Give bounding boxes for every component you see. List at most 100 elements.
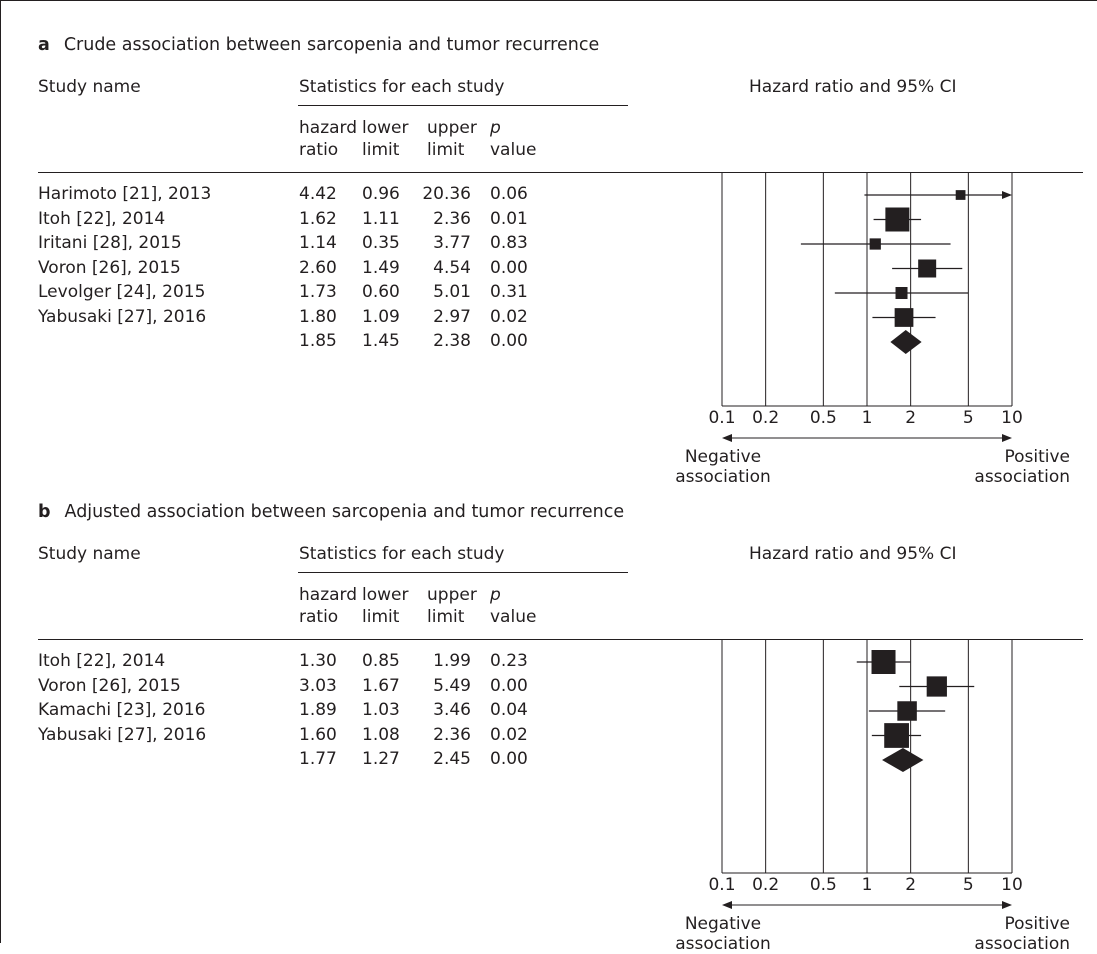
column-header-p: value	[490, 607, 537, 627]
forest-panel-b: b Adjusted association between sarcopenia…	[0, 467, 1097, 954]
column-header-p: p	[490, 118, 501, 138]
column-header-lower: lower	[362, 118, 409, 138]
hazard-ratio-value: 3.03	[299, 675, 337, 696]
hazard-ratio-marker	[897, 701, 917, 721]
summary-diamond	[890, 330, 922, 354]
panel-title: a Crude association between sarcopenia an…	[38, 35, 599, 55]
forest-plot	[721, 173, 1013, 442]
column-header-lower: lower	[362, 585, 409, 605]
lower-limit-value: 1.03	[362, 700, 400, 720]
positive-association-label: association	[974, 934, 1070, 954]
p-value: 0.02	[490, 724, 528, 745]
column-header-p: value	[490, 140, 537, 160]
positive-association-label: association	[974, 467, 1070, 487]
p-value: 0.23	[490, 651, 528, 671]
x-tick-label: 2	[905, 875, 917, 895]
lower-limit-value: 1.49	[362, 257, 400, 278]
column-header-hr: hazard	[299, 118, 358, 138]
hazard-ratio-value: 1.62	[299, 208, 337, 229]
column-header-hr: hazard	[299, 585, 358, 605]
forest-header: Hazard ratio and 95% CI	[749, 544, 957, 564]
hazard-ratio-value: 4.42	[299, 184, 337, 204]
study-name: Itoh [22], 2014	[38, 651, 166, 671]
ci-arrow	[1002, 191, 1012, 199]
panel-title-text: Crude association between sarcopenia and…	[63, 35, 600, 55]
study-name: Yabusaki [27], 2016	[38, 724, 207, 745]
lower-limit-value: 1.09	[362, 306, 400, 327]
study-name: Itoh [22], 2014	[38, 208, 166, 229]
x-tick-label: 0.2	[752, 875, 780, 895]
column-header-hr: ratio	[299, 607, 339, 627]
hazard-ratio-value: 1.80	[299, 306, 337, 327]
panel-letter: b	[38, 502, 51, 522]
forest-header: Hazard ratio and 95% CI	[749, 77, 957, 97]
study-name: Harimoto [21], 2013	[38, 184, 212, 204]
upper-limit-value: 4.54	[433, 257, 471, 278]
hazard-ratio-marker	[885, 207, 910, 232]
figure-border-left	[0, 0, 1, 943]
summary-upper-limit: 2.38	[433, 331, 471, 351]
x-tick-label: 5	[962, 875, 974, 895]
column-header-upper: limit	[427, 607, 465, 627]
p-value: 0.06	[490, 184, 528, 204]
lower-limit-value: 0.96	[362, 184, 400, 204]
x-tick-label: 10	[1001, 875, 1023, 895]
study-name: Voron [26], 2015	[38, 675, 181, 696]
study-name: Levolger [24], 2015	[38, 282, 206, 302]
negative-association-label: Negative	[684, 447, 762, 467]
p-value: 0.00	[490, 675, 528, 696]
p-value: 0.31	[490, 282, 528, 302]
p-value: 0.83	[490, 233, 528, 253]
forest-panel-a: a Crude association between sarcopenia an…	[0, 0, 1097, 487]
hazard-ratio-value: 1.73	[299, 282, 337, 302]
x-tick-label: 0.1	[708, 408, 736, 428]
summary-lower-limit: 1.45	[362, 331, 400, 351]
study-name-header: Study name	[38, 544, 141, 564]
arrow-head-right	[1002, 434, 1012, 442]
forest-plot	[721, 640, 1013, 909]
hazard-ratio-marker	[869, 238, 881, 250]
hazard-ratio-value: 1.30	[299, 651, 337, 671]
hazard-ratio-value: 1.89	[299, 700, 337, 720]
column-header-upper: upper	[427, 585, 477, 605]
column-header-upper: limit	[427, 140, 465, 160]
p-value: 0.02	[490, 306, 528, 327]
hazard-ratio-marker	[918, 259, 937, 278]
upper-limit-value: 5.49	[433, 675, 471, 696]
hazard-ratio-marker	[926, 676, 947, 697]
lower-limit-value: 0.35	[362, 233, 400, 253]
hazard-ratio-value: 2.60	[299, 257, 337, 278]
column-header-p: p	[490, 585, 501, 605]
arrow-head-left	[722, 434, 732, 442]
upper-limit-value: 2.36	[433, 208, 471, 229]
statistics-header-rule	[298, 572, 628, 573]
x-tick-label: 0.5	[809, 875, 837, 895]
upper-limit-value: 3.46	[433, 700, 471, 720]
hazard-ratio-marker	[884, 723, 909, 748]
hazard-ratio-value: 1.14	[299, 233, 337, 253]
hazard-ratio-marker	[895, 287, 908, 299]
negative-association-label: Negative	[684, 914, 762, 934]
p-value: 0.04	[490, 700, 528, 720]
column-header-lower: limit	[362, 140, 400, 160]
statistics-header-rule	[298, 105, 628, 106]
upper-limit-value: 2.36	[433, 724, 471, 745]
panel-title-text: Adjusted association between sarcopenia …	[64, 502, 625, 522]
positive-association-label: Positive	[1004, 914, 1070, 934]
study-name: Iritani [28], 2015	[38, 233, 182, 253]
x-tick-label: 1	[861, 875, 873, 895]
lower-limit-value: 0.85	[362, 651, 400, 671]
study-name: Voron [26], 2015	[38, 257, 181, 278]
negative-association-label: association	[675, 934, 771, 954]
upper-limit-value: 20.36	[422, 184, 471, 204]
p-value: 0.01	[490, 208, 528, 229]
column-header-lower: limit	[362, 607, 400, 627]
summary-hazard-ratio: 1.77	[299, 749, 337, 769]
panel-letter: a	[38, 35, 50, 55]
lower-limit-value: 0.60	[362, 282, 400, 302]
hazard-ratio-marker	[871, 650, 896, 674]
statistics-header: Statistics for each study	[299, 544, 505, 564]
study-name: Kamachi [23], 2016	[38, 700, 206, 720]
x-tick-label: 2	[905, 408, 917, 428]
summary-upper-limit: 2.45	[433, 749, 471, 769]
